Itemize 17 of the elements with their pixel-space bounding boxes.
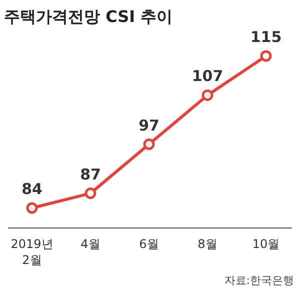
text: 자료:한국은행 [224,274,294,287]
data-label: 107 [192,67,224,86]
point [143,138,155,150]
data-label: 97 [138,116,160,134]
x-tick-label: 8월 [198,237,218,251]
data-label: 84 [22,180,42,198]
point [26,202,38,214]
x-tick-label: 10월 [252,237,280,251]
point [260,50,272,62]
point [202,89,214,101]
x-tick-label: 4월 [80,237,100,251]
x-tick-label: 2019년 2월 [10,237,54,267]
title: 주택가격전망 CSI 추이 [4,7,173,26]
data-label: 87 [80,165,101,184]
data-label: 115 [250,28,282,46]
x-tick-label: 6월 [139,237,159,251]
point [84,188,96,200]
